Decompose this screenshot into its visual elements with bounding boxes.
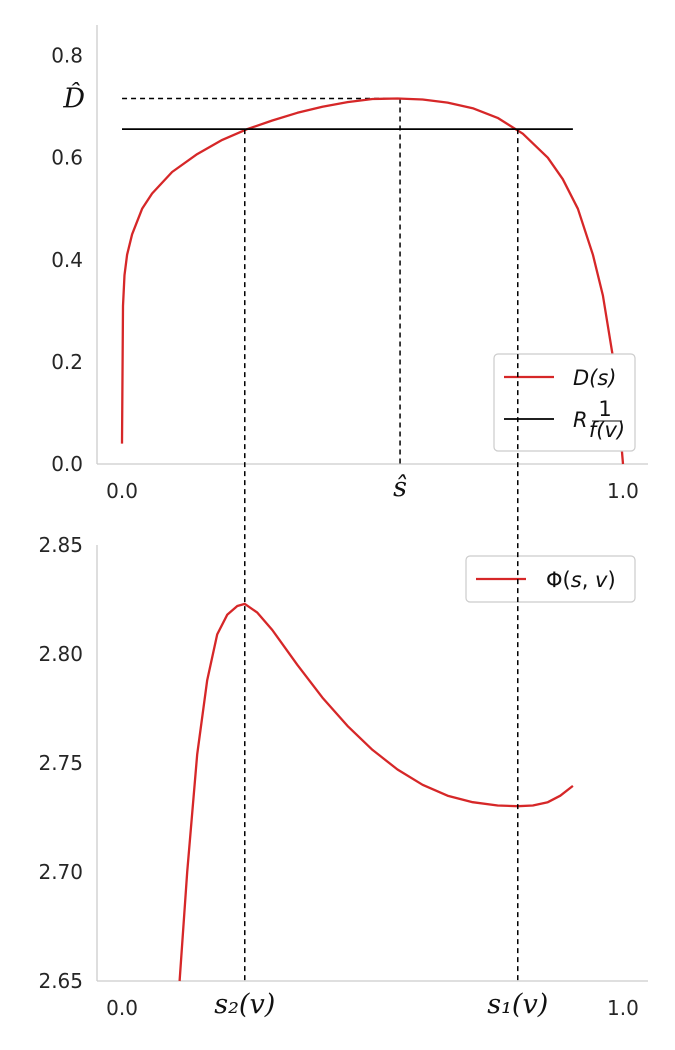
top-ytick-label-1: 0.2 (51, 350, 83, 374)
bottom-series-0-line (178, 602, 574, 982)
svg-text:f(v): f(v) (589, 418, 625, 442)
legend-label-r: R (573, 408, 588, 432)
top-legend-box (493, 353, 636, 452)
bottom-ticks: 2.65 2.70 2.75 2.80 2.85 0.0 s₂(v) s₁(v) 1.0 (38, 533, 638, 1020)
bottom-series (178, 602, 574, 982)
top-ticks: 0.0 0.2 0.4 0.6 0.8 0.0 ŝ 1.0 D̂ (51, 44, 639, 503)
top-ytick-label-0: 0.0 (51, 452, 83, 476)
top-xtick-label-1: ŝ (393, 472, 407, 503)
bottom-ytick-label-1: 2.70 (38, 860, 83, 884)
legend-label-phi: Φ(s, v) (546, 568, 616, 592)
bottom-xtick-label-0: 0.0 (106, 996, 138, 1020)
legend-label-d: D(s) (573, 366, 617, 390)
top-xtick-label-0: 0.0 (106, 479, 138, 503)
top-legend: D(s) R 1 f(v) (493, 353, 636, 452)
bottom-ytick-label-2: 2.75 (38, 751, 83, 775)
top-ytick-label-2: 0.4 (51, 248, 83, 272)
bottom-ytick-label-0: 2.65 (38, 969, 83, 993)
bottom-xtick-label-2: s₁(v) (487, 989, 548, 1020)
cross-panel-guides (244, 129, 519, 981)
bottom-legend: Φ(s, v) (465, 555, 636, 603)
dhat-tick-label: D̂ (62, 82, 85, 115)
top-xtick-label-2: 1.0 (607, 479, 639, 503)
top-ytick-label-4: 0.8 (51, 44, 83, 68)
legend-fraction: 1 f(v) (589, 397, 625, 442)
top-ytick-label-3: 0.6 (51, 146, 83, 170)
top-series-0-line (120, 97, 625, 465)
top-guides (122, 97, 401, 464)
top-series (120, 97, 625, 465)
bottom-legend-box (465, 555, 636, 603)
top-panel: 0.0 0.2 0.4 0.6 0.8 0.0 ŝ 1.0 D̂ D(s) R 1 f(v) (51, 25, 648, 503)
bottom-ytick-label-4: 2.85 (38, 533, 83, 557)
svg-text:1: 1 (598, 397, 611, 421)
bottom-xtick-label-3: 1.0 (607, 996, 639, 1020)
bottom-xtick-label-1: s₂(v) (214, 989, 275, 1020)
bottom-ytick-label-3: 2.80 (38, 642, 83, 666)
bottom-panel: 2.65 2.70 2.75 2.80 2.85 0.0 s₂(v) s₁(v) 1.0 Φ(s… (38, 533, 648, 1020)
